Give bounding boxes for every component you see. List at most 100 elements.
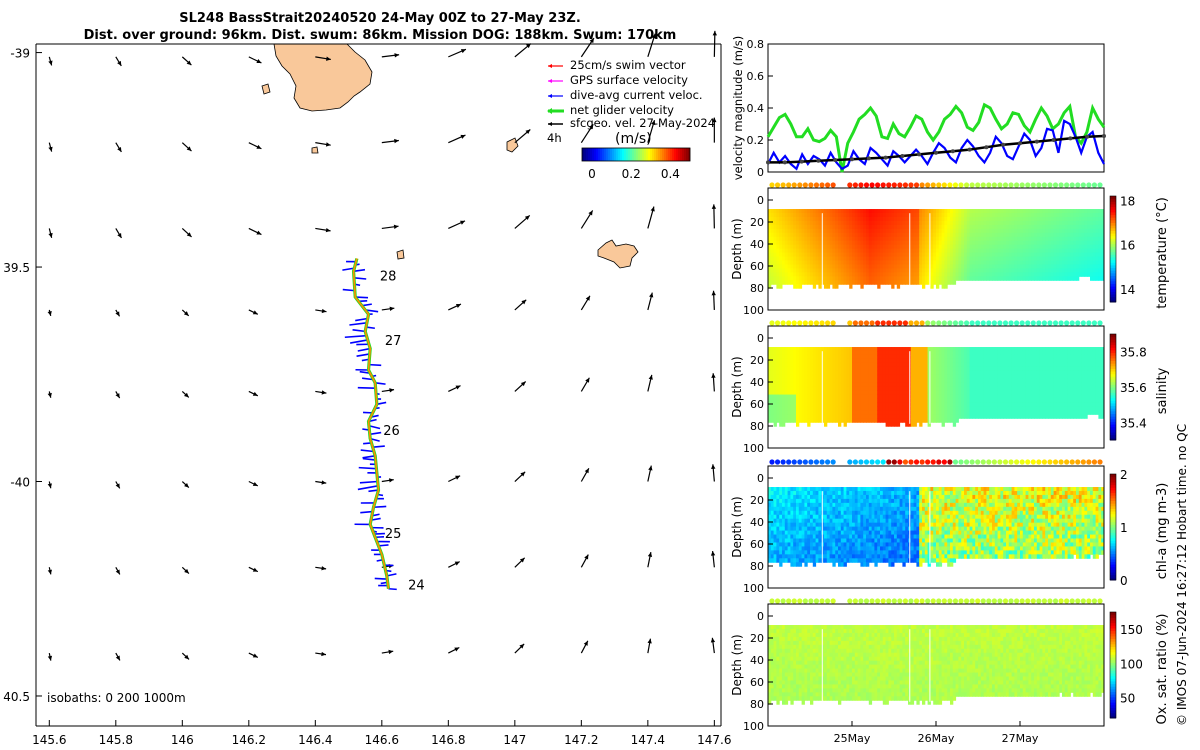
arrow-head	[710, 637, 716, 643]
heatmap-cell	[826, 260, 831, 265]
heatmap-cell	[924, 264, 929, 269]
heatmap-cell	[868, 280, 873, 285]
heatmap-cell	[776, 390, 780, 396]
heatmap-cell	[1101, 268, 1105, 273]
heatmap-cell	[779, 244, 783, 250]
heatmap-cell	[1073, 232, 1077, 238]
legend-colorbar-cell	[654, 148, 657, 161]
heatmap-cell	[1036, 212, 1041, 218]
heatmap-cell	[815, 276, 819, 281]
heatmap-cell	[832, 366, 836, 372]
heatmap-cell	[840, 370, 845, 376]
heatmap-cell	[784, 410, 789, 415]
heatmap-cell	[1036, 252, 1041, 258]
heatmap-cell	[1059, 220, 1063, 226]
heatmap-cell	[919, 280, 923, 285]
heatmap-cell	[902, 272, 906, 277]
heatmap-cell	[966, 252, 971, 258]
heatmap-cell	[1076, 236, 1080, 242]
heatmap-cell	[994, 272, 999, 277]
heatmap-cell	[1042, 244, 1046, 250]
heatmap-cell	[838, 418, 842, 423]
heatmap-cell	[843, 224, 847, 230]
heatmap-cell	[933, 268, 937, 273]
heatmap-cell	[1014, 240, 1018, 246]
velocity-arrow	[115, 652, 121, 661]
heatmap-cell	[1098, 276, 1102, 281]
heatmap-cell	[947, 220, 951, 226]
heatmap-cell	[835, 402, 839, 407]
legend-swim-vector: 25cm/s swim vector	[570, 58, 686, 72]
heatmap-cell	[924, 209, 929, 214]
heatmap-cell	[902, 212, 906, 218]
arrow-head	[649, 292, 654, 298]
heatmap-cell	[885, 228, 889, 234]
heatmap-cell	[835, 248, 839, 254]
arrow-head	[394, 138, 399, 144]
heatmap-cell	[807, 276, 811, 281]
arrow-head	[585, 295, 590, 301]
heatmap-cell	[826, 378, 831, 384]
heatmap-cell	[1064, 268, 1069, 273]
heatmap-cell	[978, 236, 982, 242]
heatmap-cell	[927, 276, 931, 281]
arrow-head	[521, 299, 527, 305]
heatmap-cell	[798, 228, 803, 234]
heatmap-cell	[840, 374, 845, 380]
heatmap-cell	[1000, 212, 1004, 218]
sfcgeo-point	[1102, 134, 1106, 138]
heatmap-cell	[1067, 240, 1071, 246]
heatmap-cell	[986, 209, 990, 214]
heatmap-cell	[1045, 264, 1049, 269]
heatmap-cell	[812, 216, 817, 222]
heatmap-cell	[1000, 236, 1004, 242]
heatmap-cell	[832, 370, 836, 376]
surface-dot	[963, 182, 970, 188]
heatmap-cell	[947, 236, 951, 242]
heatmap-cell	[821, 347, 825, 352]
heatmap-cell	[947, 252, 951, 258]
heatmap-cell	[868, 248, 873, 254]
heatmap-cell	[930, 260, 934, 265]
heatmap-cell	[832, 232, 836, 238]
velocity-arrow	[381, 306, 395, 311]
heatmap-cell	[1053, 236, 1057, 242]
heatmap-cell	[1090, 272, 1094, 277]
heatmap-cell	[1095, 236, 1099, 242]
legend-colorbar-cell	[588, 148, 591, 161]
velocity-arrow	[448, 134, 466, 144]
heatmap-cell	[784, 244, 789, 250]
heatmap-cell	[807, 280, 811, 285]
heatmap-cell	[1050, 248, 1055, 254]
heatmap-cell	[972, 216, 976, 222]
sfcgeo-point	[833, 158, 838, 162]
hunter-island-land	[597, 239, 639, 269]
heatmap-cell	[846, 216, 850, 222]
heatmap-cell	[994, 256, 999, 261]
heatmap-cell	[779, 228, 783, 234]
heatmap-cell	[832, 268, 836, 273]
heatmap-cell	[913, 280, 917, 285]
heatmap-cell	[1087, 232, 1091, 238]
heatmap-cell	[804, 358, 808, 364]
heatmap-cell	[857, 228, 861, 234]
heatmap-cell	[829, 236, 833, 242]
heatmap-cell	[1031, 209, 1035, 214]
heatmap-cell	[966, 212, 971, 218]
heatmap-cell	[1101, 232, 1105, 238]
heatmap-cell	[790, 378, 794, 384]
heatmap-cell	[843, 374, 847, 380]
heatmap-cell	[992, 248, 996, 254]
colorbar-cell	[1110, 206, 1116, 210]
heatmap-cell	[784, 366, 789, 372]
heatmap-cell	[810, 228, 814, 234]
heatmap-cell	[1048, 276, 1052, 281]
heatmap-cell	[899, 220, 903, 226]
heatmap-cell	[807, 410, 811, 415]
heatmap-cell	[784, 418, 789, 423]
heatmap-cell	[793, 370, 797, 376]
heatmap-cell	[840, 394, 845, 399]
velocity-arrow	[711, 290, 716, 310]
heatmap-cell	[787, 414, 791, 419]
heatmap-cell	[1070, 272, 1074, 277]
